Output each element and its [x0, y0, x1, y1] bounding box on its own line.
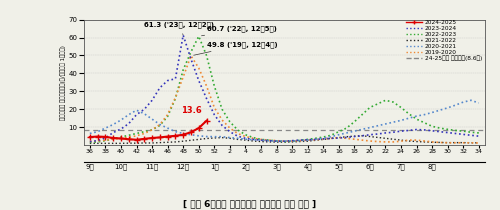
- Legend: 2024-2025, 2023-2024, 2022-2023, 2021-2022, 2020-2021, 2019-2020, 24-25절기 유행기준(8: 2024-2025, 2023-2024, 2022-2023, 2021-20…: [406, 20, 482, 61]
- Text: 60.7 ('22년, 12월5주): 60.7 ('22년, 12월5주): [202, 25, 276, 36]
- Text: 13.6: 13.6: [180, 106, 202, 115]
- Text: 49.8 ('19년, 12월4주): 49.8 ('19년, 12월4주): [194, 42, 277, 55]
- Y-axis label: 인플루엔자 의사환자분율(명/외래환자 1천명중): 인플루엔자 의사환자분율(명/외래환자 1천명중): [60, 45, 66, 120]
- Text: 61.3 ('23년, 12월2주): 61.3 ('23년, 12월2주): [144, 22, 214, 35]
- Text: [ 최근 6개절기 인플루엔자 의사환자 발생 현황 ]: [ 최근 6개절기 인플루엔자 의사환자 발생 현황 ]: [184, 199, 316, 208]
